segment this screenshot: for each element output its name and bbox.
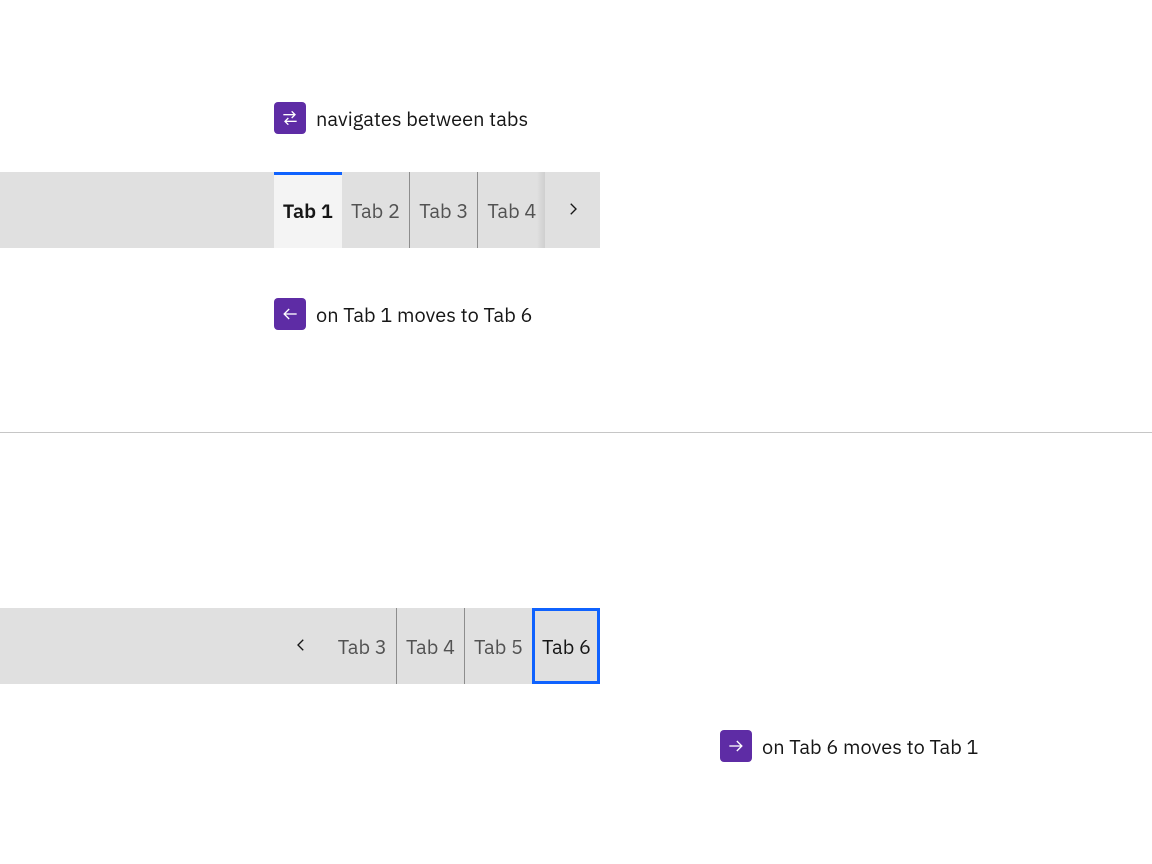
tab-3[interactable]: Tab 3	[409, 172, 477, 248]
tab-label: Tab 4	[406, 633, 455, 660]
tab-4[interactable]: Tab 4	[396, 608, 464, 684]
tab-label: Tab 4	[487, 197, 536, 224]
tab-label: Tab 6	[542, 633, 591, 660]
tab-1[interactable]: Tab 1	[274, 172, 342, 248]
tab-5[interactable]: Tab 5	[464, 608, 532, 684]
scroll-right-button[interactable]	[545, 172, 600, 248]
tab-label: Tab 1	[283, 197, 333, 224]
tab-label: Tab 5	[474, 633, 523, 660]
tab-label: Tab 2	[351, 197, 400, 224]
scroll-left-button[interactable]	[274, 608, 328, 684]
tab-3[interactable]: Tab 3	[328, 608, 396, 684]
annotation-wrap-left: on Tab 1 moves to Tab 6	[0, 298, 533, 330]
arrow-left-icon	[274, 298, 306, 330]
tab-2[interactable]: Tab 2	[342, 172, 410, 248]
arrow-right-icon	[720, 730, 752, 762]
swap-arrows-icon	[274, 102, 306, 134]
annotation-navigate: navigates between tabs	[0, 102, 528, 134]
annotation-wrap-left-text: on Tab 1 moves to Tab 6	[316, 301, 533, 328]
tabstrip-overflow-left: Tab 3 Tab 4 Tab 5 Tab 6	[0, 608, 600, 684]
chevron-left-icon	[292, 633, 310, 660]
annotation-wrap-right: on Tab 6 moves to Tab 1	[720, 730, 979, 762]
tabstrip-overflow-right: Tab 1 Tab 2 Tab 3 Tab 4	[0, 172, 600, 248]
chevron-right-icon	[564, 197, 582, 224]
tab-label: Tab 3	[419, 197, 468, 224]
tab-4[interactable]: Tab 4	[477, 172, 545, 248]
tab-label: Tab 3	[338, 633, 387, 660]
annotation-navigate-text: navigates between tabs	[316, 105, 528, 132]
tab-6[interactable]: Tab 6	[532, 608, 600, 684]
annotation-wrap-right-text: on Tab 6 moves to Tab 1	[762, 733, 979, 760]
section-divider	[0, 432, 1152, 433]
